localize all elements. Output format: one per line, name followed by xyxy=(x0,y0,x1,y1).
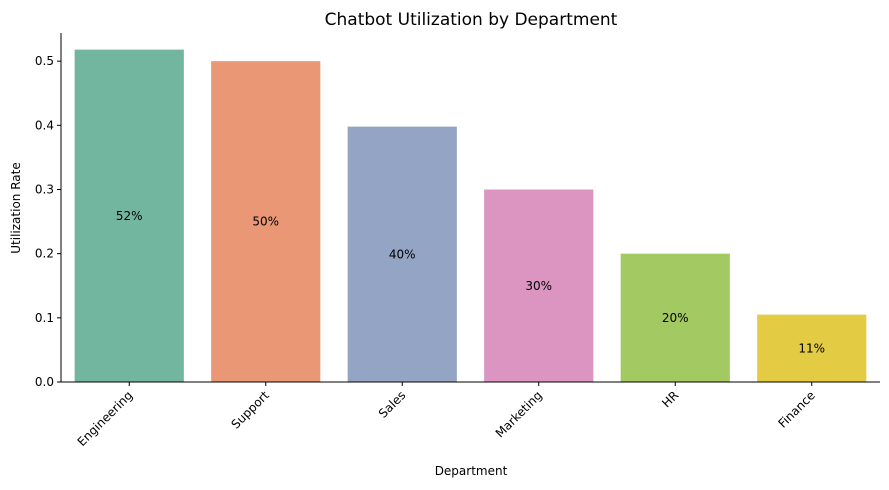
x-tick-label: HR xyxy=(659,388,681,410)
bar-marketing xyxy=(484,189,594,382)
bar-support xyxy=(211,61,321,382)
chart-title: Chatbot Utilization by Department xyxy=(325,10,618,30)
data-label-engineering: 52% xyxy=(116,209,143,223)
x-tick-label: Finance xyxy=(776,388,818,430)
data-label-hr: 20% xyxy=(662,311,689,325)
bar-engineering xyxy=(74,49,184,382)
bar-hr xyxy=(620,253,730,382)
bars-group: 52% 50% 40% 30% 20% 11% xyxy=(74,49,867,382)
y-tick-label: 0.1 xyxy=(35,311,54,325)
x-tick-label: Support xyxy=(228,388,272,432)
x-axis-ticks: Engineering Support Sales Marketing HR Financ… xyxy=(75,382,818,449)
y-tick-label: 0.2 xyxy=(35,247,54,261)
bar-finance xyxy=(757,314,867,382)
bar-sales xyxy=(347,126,457,382)
y-tick-label: 0.0 xyxy=(35,375,54,389)
data-label-support: 50% xyxy=(252,215,279,229)
y-axis-ticks: 0.0 0.1 0.2 0.3 0.4 0.5 xyxy=(35,54,61,389)
data-label-sales: 40% xyxy=(389,247,416,261)
y-tick-label: 0.4 xyxy=(35,118,54,132)
data-label-marketing: 30% xyxy=(525,279,552,293)
x-axis-title: Department xyxy=(435,464,508,478)
data-label-finance: 11% xyxy=(798,341,825,355)
y-tick-label: 0.3 xyxy=(35,183,54,197)
y-axis-title: Utilization Rate xyxy=(9,162,23,253)
x-tick-label: Engineering xyxy=(75,388,136,449)
y-tick-label: 0.5 xyxy=(35,54,54,68)
x-tick-label: Sales xyxy=(376,388,408,420)
x-tick-label: Marketing xyxy=(493,388,545,440)
